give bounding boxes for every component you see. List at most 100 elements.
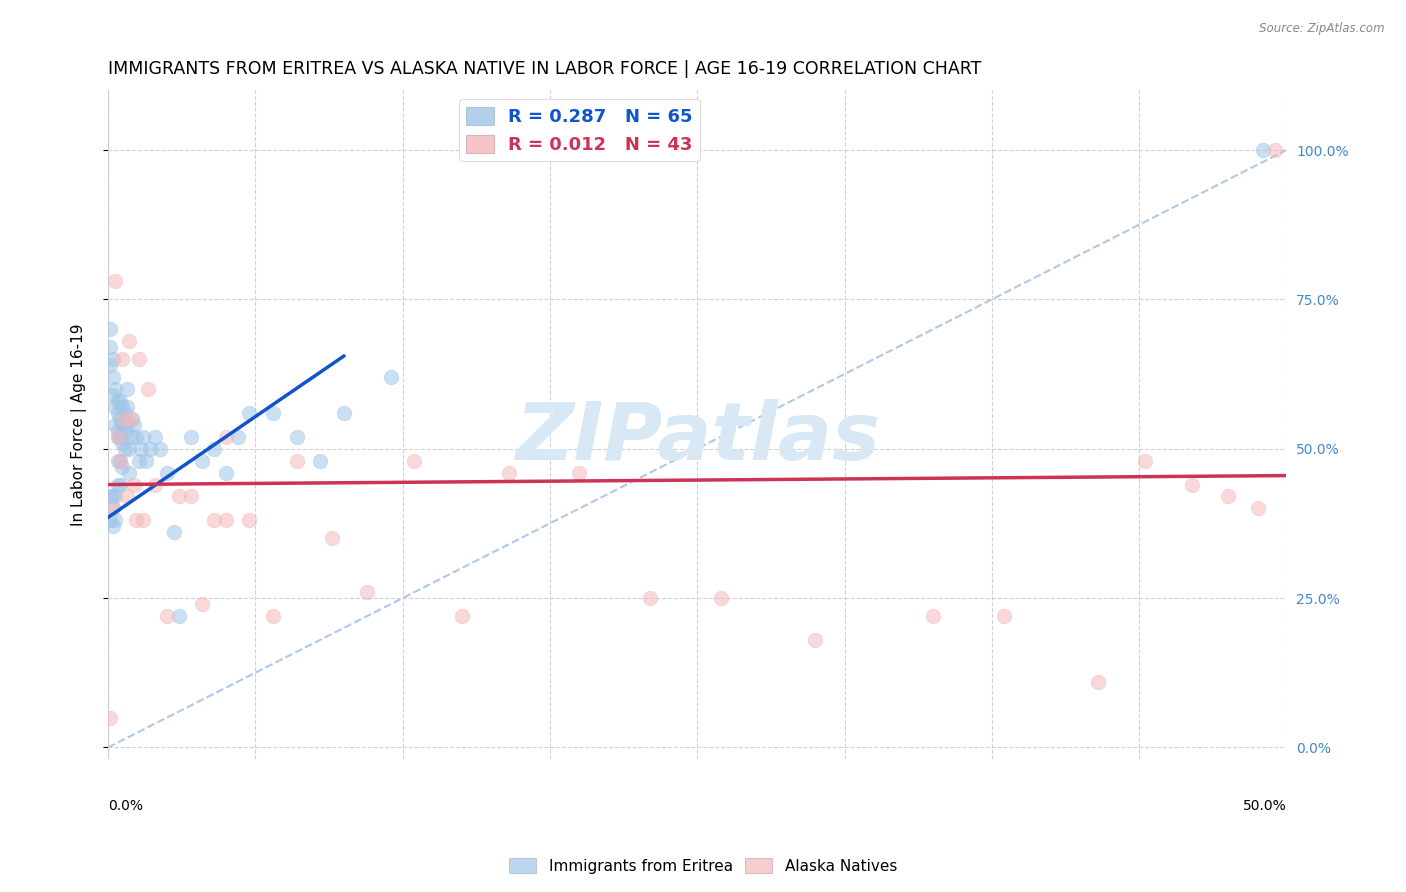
Point bbox=[100, 710, 122, 724]
Point bbox=[638, 591, 661, 605]
Point bbox=[309, 453, 332, 467]
Point bbox=[163, 525, 186, 540]
Point bbox=[121, 412, 143, 426]
Point bbox=[129, 442, 152, 456]
Point bbox=[108, 453, 131, 467]
Point bbox=[993, 609, 1015, 624]
Point bbox=[114, 406, 136, 420]
Point bbox=[104, 490, 127, 504]
Point bbox=[107, 430, 129, 444]
Point bbox=[100, 358, 122, 372]
Text: IMMIGRANTS FROM ERITREA VS ALASKA NATIVE IN LABOR FORCE | AGE 16-19 CORRELATION : IMMIGRANTS FROM ERITREA VS ALASKA NATIVE… bbox=[108, 60, 981, 78]
Point bbox=[100, 490, 122, 504]
Point bbox=[143, 477, 166, 491]
Point bbox=[100, 513, 122, 527]
Point bbox=[128, 453, 150, 467]
Point bbox=[238, 406, 260, 420]
Point bbox=[121, 430, 143, 444]
Point bbox=[202, 513, 225, 527]
Text: Source: ZipAtlas.com: Source: ZipAtlas.com bbox=[1260, 22, 1385, 36]
Point bbox=[139, 442, 162, 456]
Point bbox=[149, 442, 172, 456]
Point bbox=[104, 382, 127, 396]
Point bbox=[111, 459, 134, 474]
Point bbox=[111, 400, 134, 414]
Point bbox=[128, 352, 150, 367]
Point bbox=[115, 490, 138, 504]
Point bbox=[332, 406, 354, 420]
Point bbox=[104, 513, 127, 527]
Point bbox=[107, 430, 129, 444]
Text: ZIPatlas: ZIPatlas bbox=[515, 400, 880, 477]
Point bbox=[167, 490, 190, 504]
Point bbox=[107, 424, 129, 438]
Point bbox=[107, 477, 129, 491]
Point bbox=[101, 370, 124, 384]
Point bbox=[108, 430, 131, 444]
Point bbox=[111, 435, 134, 450]
Text: 50.0%: 50.0% bbox=[1243, 799, 1286, 814]
Point bbox=[262, 609, 284, 624]
Point bbox=[404, 453, 426, 467]
Point bbox=[1087, 674, 1109, 689]
Point bbox=[202, 442, 225, 456]
Point bbox=[568, 466, 591, 480]
Point bbox=[118, 442, 141, 456]
Point bbox=[121, 412, 143, 426]
Point bbox=[215, 513, 238, 527]
Point bbox=[1216, 490, 1239, 504]
Point bbox=[262, 406, 284, 420]
Point bbox=[167, 609, 190, 624]
Point bbox=[450, 609, 472, 624]
Point bbox=[104, 400, 127, 414]
Point bbox=[111, 417, 134, 432]
Point bbox=[108, 477, 131, 491]
Point bbox=[101, 388, 124, 402]
Point bbox=[125, 513, 148, 527]
Point bbox=[180, 490, 202, 504]
Point bbox=[156, 466, 179, 480]
Point bbox=[100, 340, 122, 354]
Point bbox=[380, 370, 402, 384]
Legend: R = 0.287   N = 65, R = 0.012   N = 43: R = 0.287 N = 65, R = 0.012 N = 43 bbox=[460, 99, 700, 161]
Point bbox=[710, 591, 733, 605]
Point bbox=[1264, 143, 1286, 157]
Point bbox=[118, 334, 141, 348]
Point bbox=[143, 430, 166, 444]
Point bbox=[285, 430, 308, 444]
Point bbox=[156, 609, 179, 624]
Point bbox=[101, 501, 124, 516]
Point bbox=[101, 519, 124, 533]
Point bbox=[114, 424, 136, 438]
Point bbox=[114, 412, 136, 426]
Point bbox=[180, 430, 202, 444]
Point bbox=[1247, 501, 1270, 516]
Point bbox=[356, 585, 378, 599]
Point bbox=[101, 352, 124, 367]
Point bbox=[191, 453, 214, 467]
Point bbox=[285, 453, 308, 467]
Point bbox=[115, 417, 138, 432]
Point bbox=[215, 466, 238, 480]
Point bbox=[100, 322, 122, 336]
Point bbox=[1181, 477, 1204, 491]
Y-axis label: In Labor Force | Age 16-19: In Labor Force | Age 16-19 bbox=[72, 324, 87, 526]
Point bbox=[107, 406, 129, 420]
Point bbox=[115, 400, 138, 414]
Point bbox=[125, 430, 148, 444]
Point bbox=[118, 466, 141, 480]
Point bbox=[114, 442, 136, 456]
Point bbox=[122, 417, 145, 432]
Point bbox=[226, 430, 249, 444]
Point bbox=[107, 393, 129, 408]
Point bbox=[1133, 453, 1156, 467]
Point bbox=[101, 501, 124, 516]
Point bbox=[132, 513, 155, 527]
Point bbox=[136, 382, 159, 396]
Point bbox=[108, 453, 131, 467]
Legend: Immigrants from Eritrea, Alaska Natives: Immigrants from Eritrea, Alaska Natives bbox=[503, 852, 903, 880]
Point bbox=[101, 490, 124, 504]
Point bbox=[498, 466, 520, 480]
Text: 0.0%: 0.0% bbox=[108, 799, 143, 814]
Point bbox=[321, 531, 343, 545]
